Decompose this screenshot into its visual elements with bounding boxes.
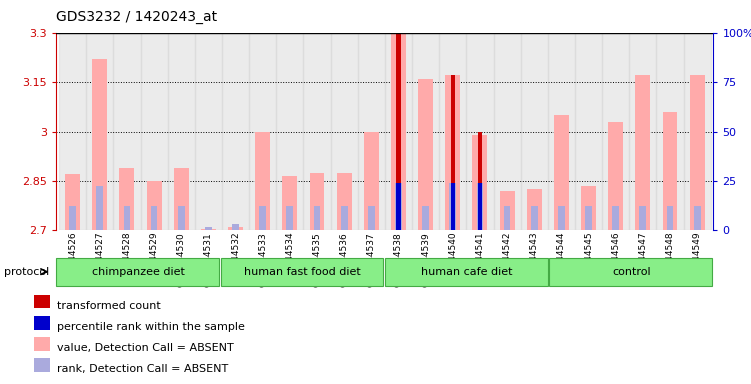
Bar <box>34 337 50 351</box>
Bar <box>259 206 266 230</box>
Bar <box>59 33 86 230</box>
Bar <box>363 131 379 230</box>
Text: rank, Detection Call = ABSENT: rank, Detection Call = ABSENT <box>57 364 229 374</box>
Bar <box>124 206 130 230</box>
Bar <box>451 183 455 230</box>
Text: chimpanzee diet: chimpanzee diet <box>92 266 185 277</box>
Text: control: control <box>612 266 650 277</box>
Text: transformed count: transformed count <box>57 301 161 311</box>
Bar <box>694 206 701 230</box>
Bar <box>449 183 456 230</box>
Bar <box>201 229 216 230</box>
Bar <box>92 59 107 230</box>
Text: GDS3232 / 1420243_at: GDS3232 / 1420243_at <box>56 10 218 23</box>
Bar <box>391 34 406 230</box>
Bar <box>504 206 511 230</box>
Bar <box>96 186 103 230</box>
Bar <box>477 183 484 230</box>
Bar <box>309 173 324 230</box>
Bar <box>667 206 674 230</box>
Bar <box>689 76 704 230</box>
Bar <box>167 33 195 230</box>
Bar <box>330 33 357 230</box>
Bar <box>385 258 547 286</box>
Bar <box>575 33 602 230</box>
Bar <box>255 131 270 230</box>
Bar <box>151 206 158 230</box>
Bar <box>232 224 239 230</box>
Bar <box>547 33 575 230</box>
Bar <box>478 183 482 230</box>
Bar <box>451 76 455 230</box>
Bar <box>602 33 629 230</box>
Bar <box>314 206 321 230</box>
Bar <box>385 33 412 230</box>
Bar <box>286 206 293 230</box>
Bar <box>608 122 623 230</box>
Bar <box>119 168 134 230</box>
Bar <box>585 206 592 230</box>
Bar <box>113 33 140 230</box>
Bar <box>34 295 50 308</box>
Bar <box>612 206 619 230</box>
Bar <box>662 112 677 230</box>
Bar <box>526 189 541 230</box>
Bar <box>146 181 161 230</box>
Bar <box>640 206 646 230</box>
Bar <box>221 258 383 286</box>
Bar <box>422 206 429 230</box>
Bar <box>357 33 385 230</box>
Bar <box>397 34 401 230</box>
Bar <box>558 206 565 230</box>
Bar <box>173 168 189 230</box>
Bar <box>228 227 243 230</box>
Bar <box>65 174 80 230</box>
Bar <box>683 33 710 230</box>
Bar <box>222 33 249 230</box>
Bar <box>656 33 683 230</box>
Bar <box>472 135 487 230</box>
Bar <box>303 33 330 230</box>
Bar <box>499 191 514 230</box>
Bar <box>531 206 538 230</box>
Bar <box>439 33 466 230</box>
Text: value, Detection Call = ABSENT: value, Detection Call = ABSENT <box>57 343 234 353</box>
Bar <box>34 358 50 372</box>
Bar <box>397 183 401 230</box>
Bar <box>412 33 439 230</box>
Bar <box>205 227 212 230</box>
Bar <box>629 33 656 230</box>
Bar <box>549 258 712 286</box>
Bar <box>466 33 493 230</box>
Bar <box>86 33 113 230</box>
Text: protocol: protocol <box>4 266 49 277</box>
Text: percentile rank within the sample: percentile rank within the sample <box>57 322 246 332</box>
Bar <box>34 316 50 329</box>
Bar <box>445 76 460 230</box>
Bar <box>282 176 297 230</box>
Bar <box>276 33 303 230</box>
Bar <box>195 33 222 230</box>
Bar <box>520 33 547 230</box>
Bar <box>56 258 219 286</box>
Text: human cafe diet: human cafe diet <box>421 266 513 277</box>
Bar <box>581 186 596 230</box>
Bar <box>249 33 276 230</box>
Bar <box>140 33 167 230</box>
Bar <box>478 131 482 230</box>
Bar <box>178 206 185 230</box>
Bar <box>418 79 433 230</box>
Text: human fast food diet: human fast food diet <box>244 266 361 277</box>
Bar <box>69 206 76 230</box>
Bar <box>368 206 375 230</box>
Bar <box>554 115 569 230</box>
Bar <box>395 183 402 230</box>
Bar <box>635 76 650 230</box>
Bar <box>493 33 520 230</box>
Bar <box>341 206 348 230</box>
Bar <box>336 173 351 230</box>
